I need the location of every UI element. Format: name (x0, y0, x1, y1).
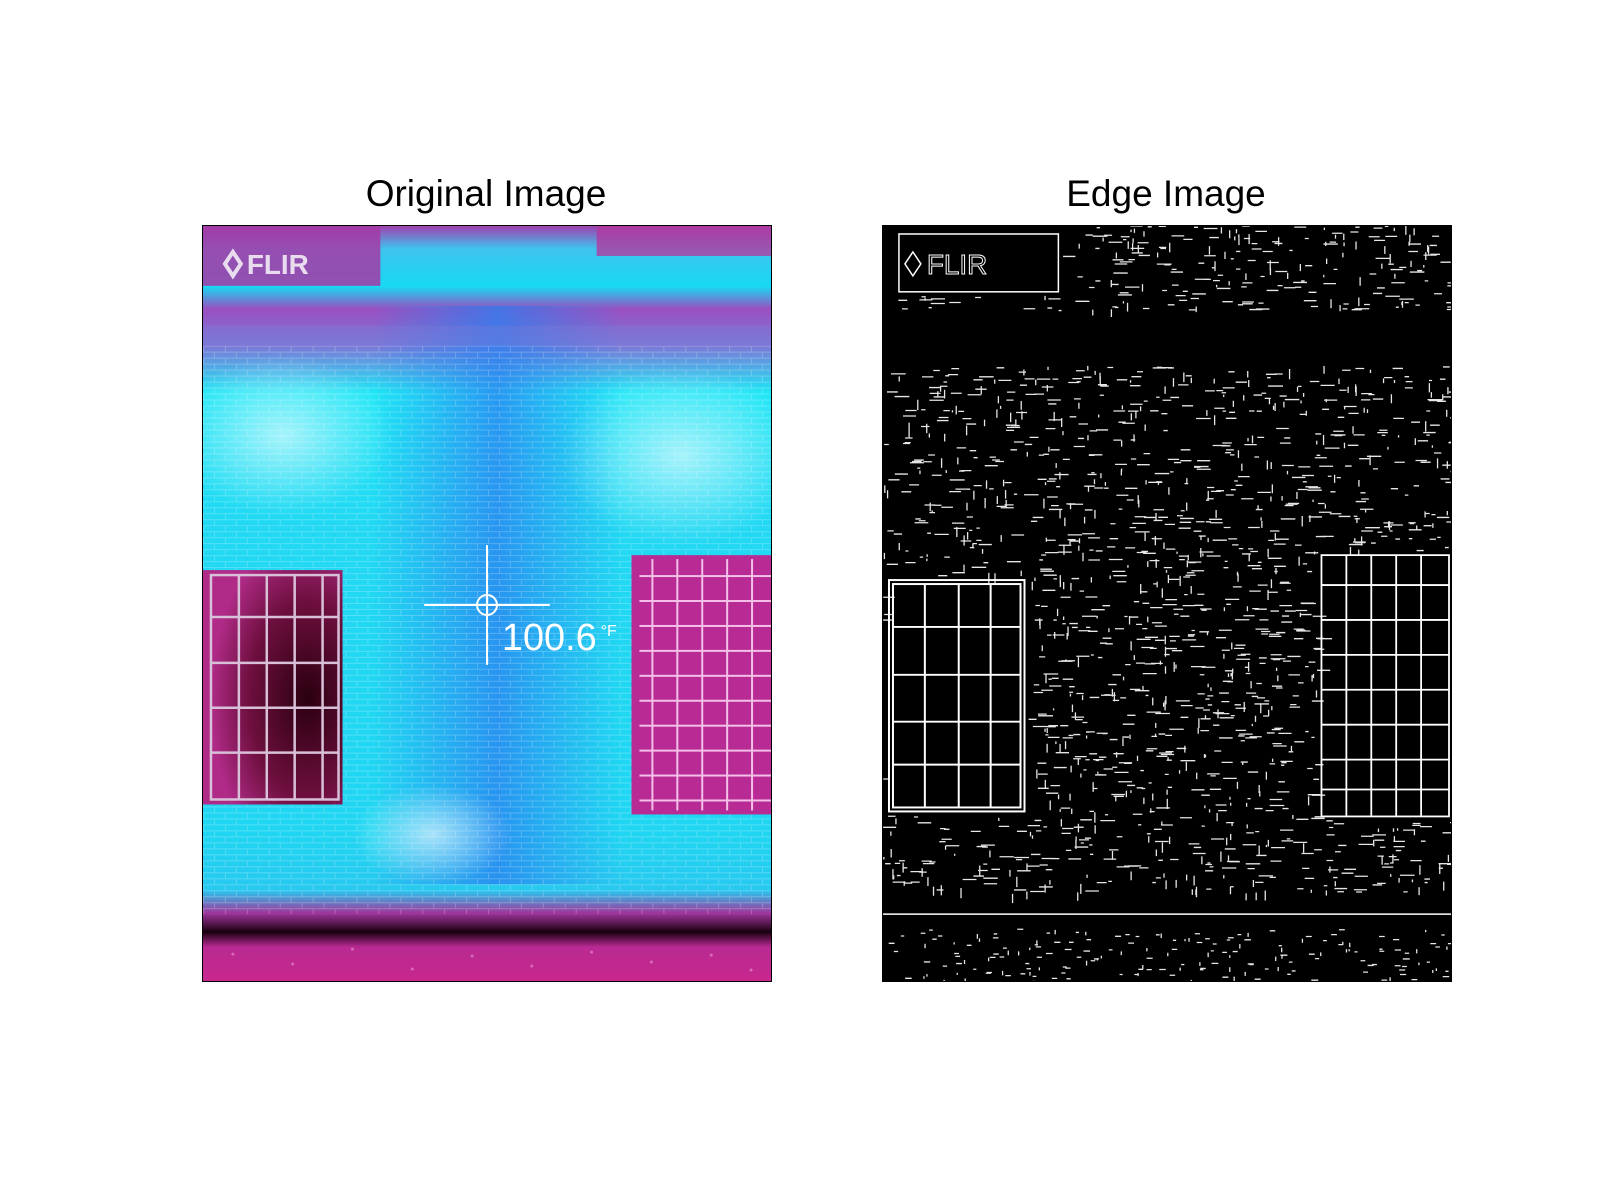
original-image-title: Original Image (365, 173, 607, 214)
original-thermal-image: FLIR 100.6 °F (202, 225, 772, 982)
temperature-unit: °F (601, 623, 617, 640)
temperature-value: 100.6 (502, 617, 597, 659)
edge-window-left (887, 579, 1026, 813)
edge-texture (883, 226, 1451, 981)
edge-flir-logo: FLIR (898, 233, 1060, 293)
edge-flir-logo-text: FLIR (927, 249, 987, 280)
flir-logo-text: FLIR (247, 249, 309, 280)
flir-logo: FLIR (222, 248, 309, 280)
edge-detected-image: FLIR (882, 225, 1452, 982)
temperature-readout: 100.6 °F (502, 617, 617, 659)
edge-window-right (1320, 554, 1450, 818)
edge-image-title: Edge Image (1066, 173, 1266, 214)
